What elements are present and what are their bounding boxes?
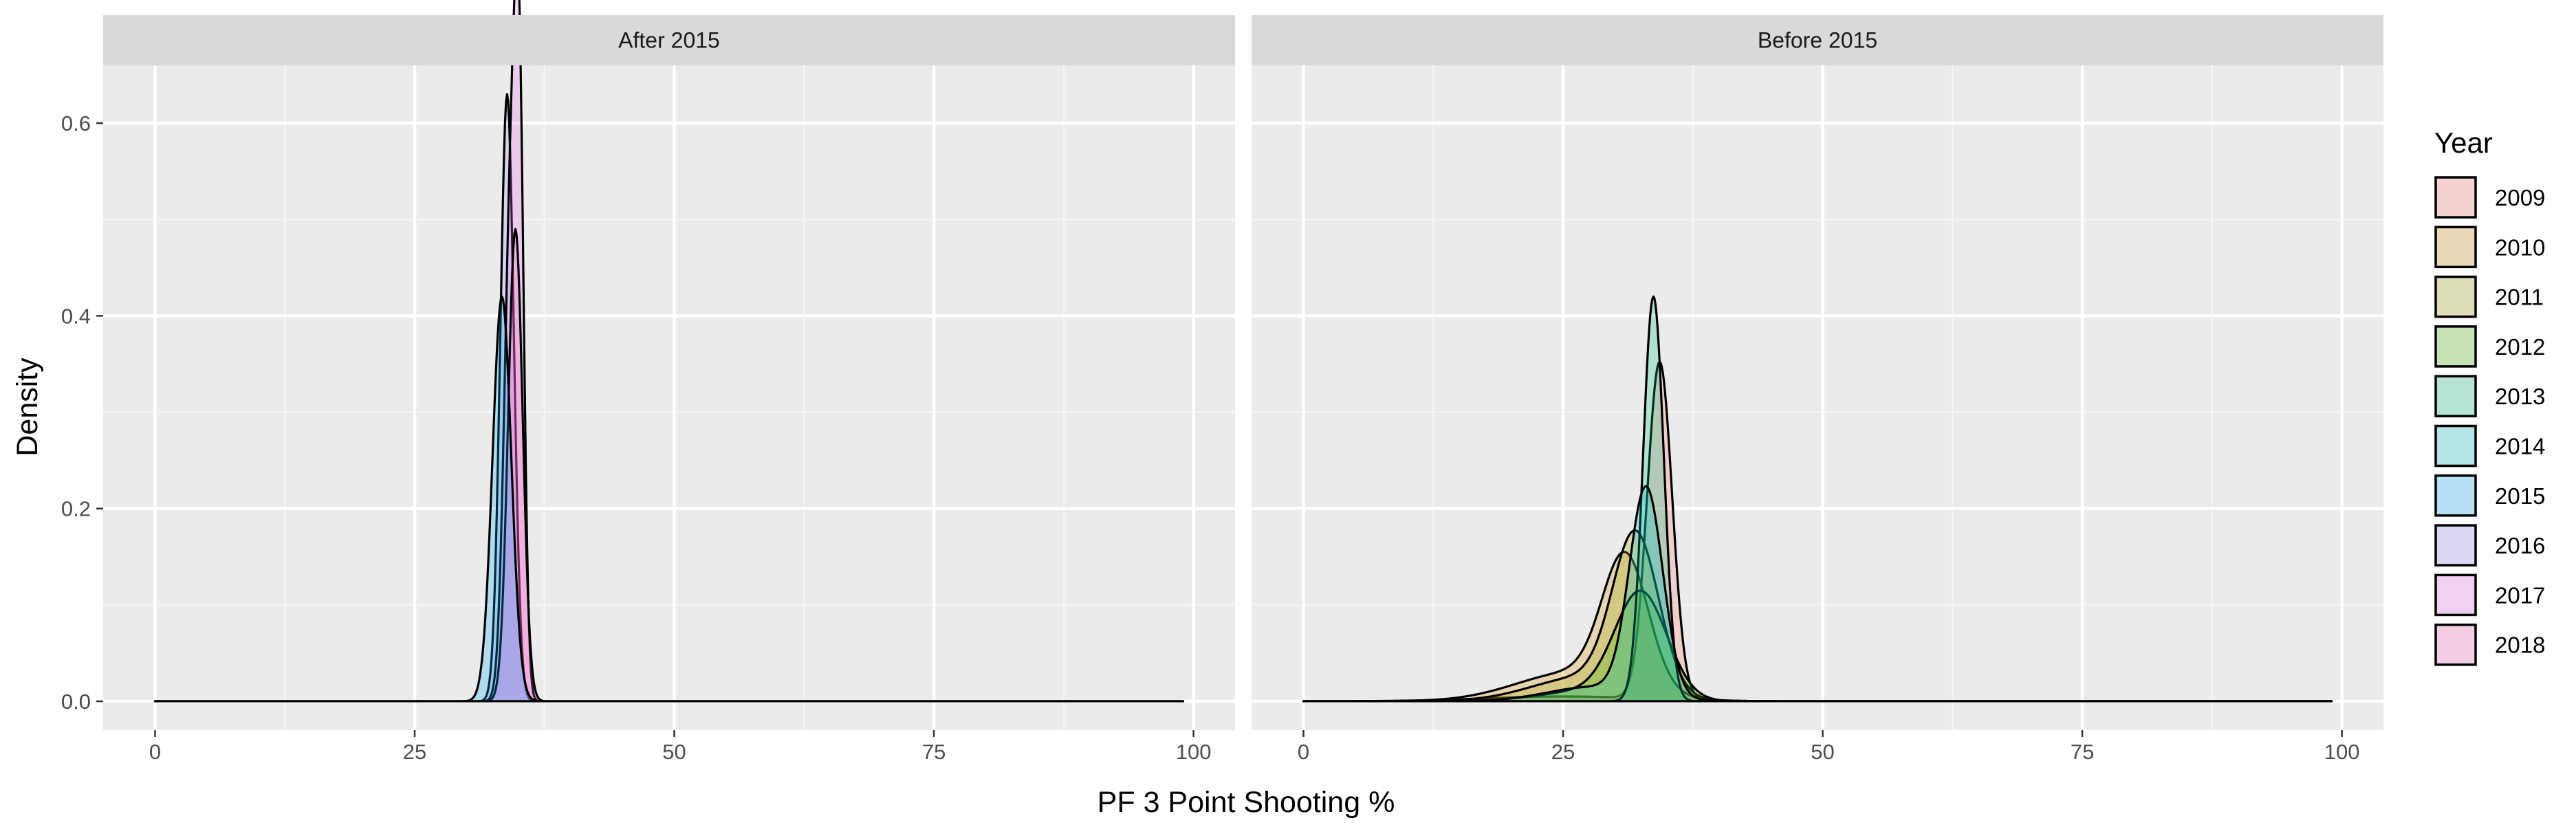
legend-key-background [2434,275,2477,318]
facet-strip-label: Before 2015 [1758,28,1877,53]
legend-item-2015: 2015 [2434,474,2545,517]
y-tick-label: 0.6 [61,111,91,135]
legend-swatch-2013 [2434,375,2477,417]
x-tick-label: 75 [922,740,946,764]
x-tick-label: 75 [2071,740,2094,764]
legend-key-background [2434,623,2477,666]
y-tick-label: 0.0 [61,690,91,714]
y-tick-label: 0.4 [61,304,91,328]
legend-item-2016: 2016 [2434,524,2545,567]
legend-swatch-2018 [2434,623,2477,666]
x-tick-label: 50 [1811,740,1834,764]
x-tick-label: 0 [1298,740,1309,764]
legend-swatch-2016 [2434,524,2477,567]
legend-item-2010: 2010 [2434,226,2545,269]
density-curve-2015 [153,295,1185,703]
x-tick-label: 50 [662,740,686,764]
panel-background [103,65,1235,730]
legend-key-background [2434,524,2477,567]
x-tick-label: 25 [1551,740,1575,764]
legend-item-2014: 2014 [2434,424,2545,468]
legend-label-2014: 2014 [2495,434,2545,459]
legend-label-2018: 2018 [2495,633,2545,658]
legend-swatch-2015 [2434,474,2477,517]
legend-label-2011: 2011 [2495,285,2544,310]
legend-key-background [2434,176,2477,219]
facet-panel: After 2015 0 25 50 75 100 0.0 0.2 0.4 0.6 [61,0,1235,764]
legend-item-2011: 2011 [2434,275,2544,318]
x-axis-title: PF 3 Point Shooting % [1098,786,1395,819]
legend-key-background [2434,325,2477,368]
x-tick-label: 100 [2324,740,2360,764]
legend-label-2016: 2016 [2495,533,2545,558]
legend-item-2017: 2017 [2434,573,2545,617]
legend-label-2017: 2017 [2495,582,2545,608]
legend-key-background [2434,375,2477,418]
density-curve-2014 [1302,485,2333,703]
panel-background [1252,65,2383,730]
legend-item-2018: 2018 [2434,623,2545,666]
legend-swatch-2017 [2434,573,2477,617]
x-tick-label: 25 [403,740,426,764]
legend-item-2012: 2012 [2434,325,2545,368]
legend-key-background [2434,424,2477,468]
facet-strip [1252,15,2383,65]
x-tick-label: 0 [149,740,161,764]
facet-strip [103,15,1235,65]
legend-key-background [2434,573,2477,617]
y-axis-title: Density [11,358,44,457]
legend-title: Year [2434,127,2493,159]
legend: Year 2009 2010 2011 2012 2013 2014 2015 2016 201… [2434,127,2545,666]
legend-swatch-2011 [2434,275,2477,318]
legend-item-2009: 2009 [2434,176,2545,219]
legend-label-2013: 2013 [2495,384,2545,409]
legend-item-2013: 2013 [2434,375,2545,418]
legend-label-2015: 2015 [2495,483,2545,509]
legend-label-2009: 2009 [2495,185,2545,210]
legend-swatch-2012 [2434,325,2477,368]
legend-label-2010: 2010 [2495,234,2545,260]
x-tick-label: 100 [1176,740,1212,764]
legend-key-background [2434,226,2477,269]
legend-swatch-2009 [2434,176,2477,219]
legend-key-background [2434,474,2477,517]
legend-label-2012: 2012 [2495,334,2545,360]
facet-strip-label: After 2015 [618,28,720,53]
legend-swatch-2014 [2434,424,2477,468]
facet-panels: After 2015 0 25 50 75 100 0.0 0.2 0.4 0.6 Before 2… [61,0,2383,764]
facet-panel: Before 2015 0 25 50 75 100 [1252,15,2383,764]
y-tick-label: 0.2 [61,497,91,521]
legend-swatch-2010 [2434,226,2477,269]
